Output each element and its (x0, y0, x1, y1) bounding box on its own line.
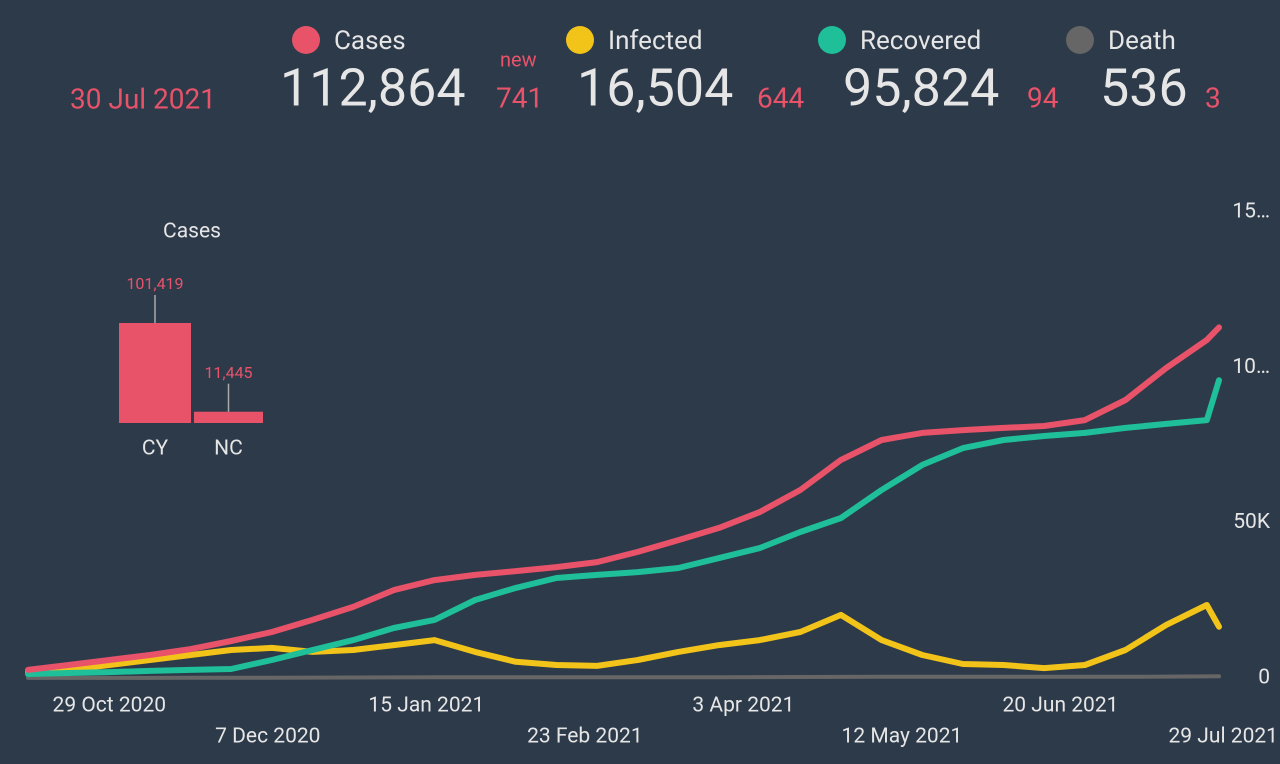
new-count: 644 (757, 81, 804, 114)
legend-label: Death (1108, 26, 1176, 56)
y-tick-label: 15… (1232, 200, 1270, 224)
inset-title: Cases (163, 220, 221, 244)
new-count: 94 (1027, 81, 1059, 114)
series-line (25, 377, 1222, 677)
bar-value-label: 11,445 (204, 363, 252, 382)
new-count: 3 (1205, 81, 1221, 114)
legend-dot (292, 26, 320, 54)
series-line (25, 602, 1222, 676)
legend-label: Recovered (860, 26, 981, 56)
y-tick-label: 50K (1233, 510, 1271, 534)
total: 16,504 (577, 58, 733, 119)
bar-category: CY (142, 437, 169, 461)
y-tick-label: 10… (1232, 355, 1270, 379)
new-label: new (500, 47, 537, 71)
total: 536 (1100, 58, 1188, 119)
new-count: 741 (496, 81, 543, 114)
legend-label: Cases (334, 26, 406, 56)
legend-dot (818, 26, 846, 54)
legend-dot (1066, 26, 1094, 54)
x-tick-label: 29 Oct 2020 (53, 694, 167, 718)
x-tick-label: 12 May 2021 (842, 725, 963, 749)
legend-label: Infected (608, 26, 703, 56)
date: 30 Jul 2021 (70, 82, 216, 115)
series-line (26, 674, 1221, 680)
series-line (25, 324, 1222, 673)
total: 95,824 (843, 58, 999, 119)
x-tick-label: 29 Jul 2021 (1168, 725, 1278, 749)
x-tick-label: 15 Jan 2021 (368, 694, 484, 718)
legend-dot (566, 26, 594, 54)
x-tick-label: 7 Dec 2020 (215, 725, 320, 749)
x-tick-label: 3 Apr 2021 (692, 694, 794, 718)
x-tick-label: 20 Jun 2021 (1002, 694, 1118, 718)
bar-category: NC (214, 437, 243, 461)
y-tick-label: 0 (1258, 666, 1270, 690)
total: 112,864 (280, 58, 466, 119)
bar-value-label: 101,419 (126, 274, 183, 293)
bar (119, 323, 191, 423)
bar (194, 411, 263, 423)
x-tick-label: 23 Feb 2021 (527, 725, 643, 749)
